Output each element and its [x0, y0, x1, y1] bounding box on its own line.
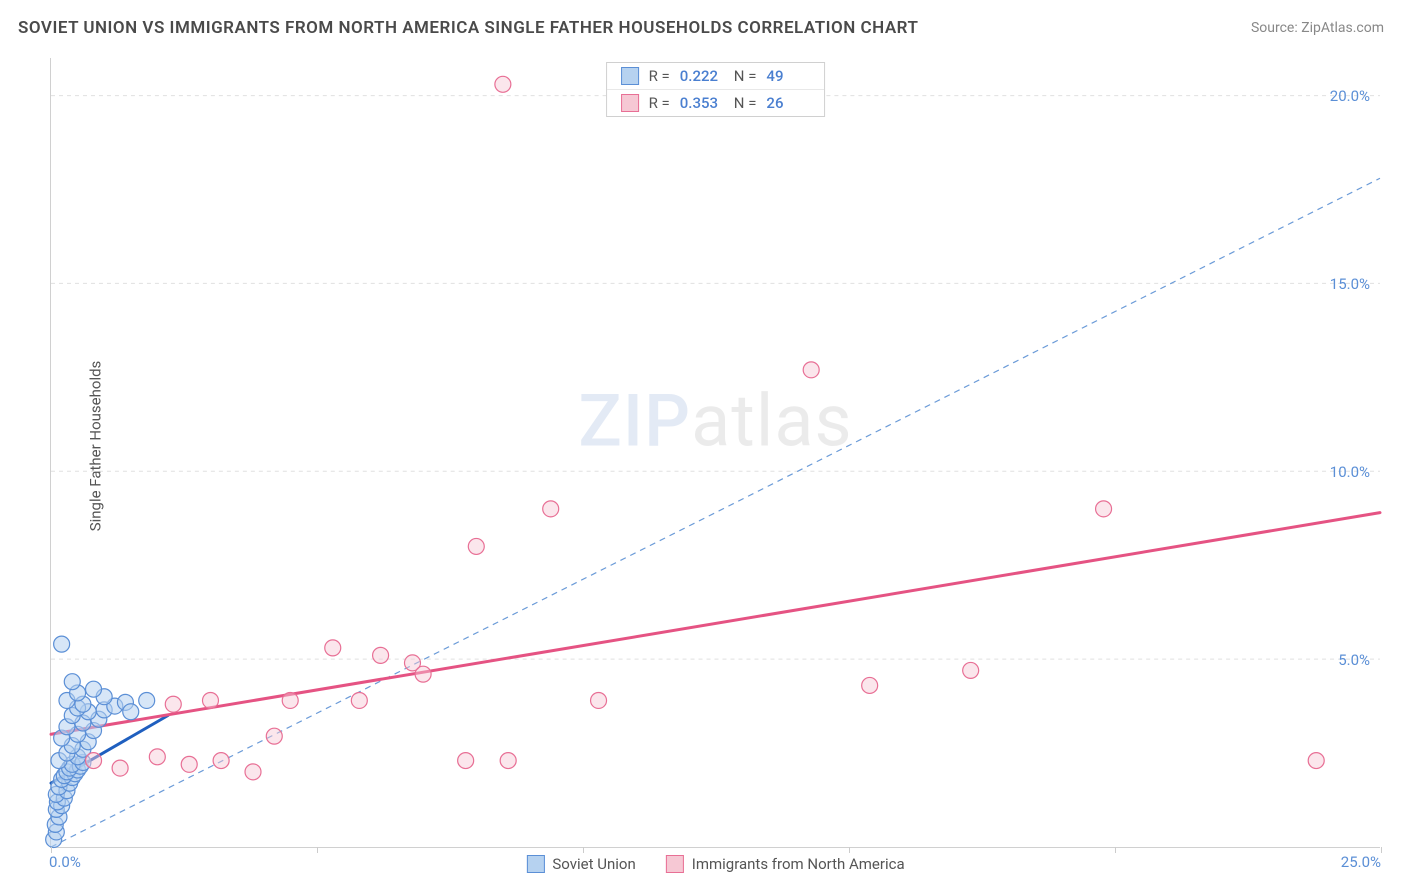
- data-point-north_america: [351, 692, 367, 708]
- data-point-north_america: [149, 749, 165, 765]
- y-tick-label: 5.0%: [1338, 651, 1370, 669]
- legend-label: Immigrants from North America: [692, 855, 905, 873]
- data-point-north_america: [500, 753, 516, 769]
- legend-item-north_america: Immigrants from North America: [666, 855, 905, 873]
- data-point-north_america: [245, 764, 261, 780]
- x-tick-mark: [317, 847, 318, 853]
- data-point-north_america: [495, 76, 511, 92]
- plot-area: ZIPatlas 5.0%10.0%15.0%20.0% 0.0%25.0% R…: [50, 58, 1380, 848]
- data-point-soviet: [123, 704, 139, 720]
- chart-title: SOVIET UNION VS IMMIGRANTS FROM NORTH AM…: [18, 18, 918, 38]
- bottom-legend: Soviet Union Immigrants from North Americ…: [526, 855, 904, 873]
- data-point-north_america: [468, 538, 484, 554]
- data-point-north_america: [963, 662, 979, 678]
- identity-reference-line: [51, 178, 1380, 847]
- stats-row-soviet: R = 0.222 N = 49: [607, 63, 825, 90]
- stat-n-value: 49: [766, 67, 810, 85]
- stat-n-label: N =: [734, 67, 757, 85]
- stats-legend-box: R = 0.222 N = 49 R = 0.353 N = 26: [606, 62, 826, 117]
- data-point-north_america: [86, 753, 102, 769]
- legend-swatch-soviet: [621, 67, 639, 85]
- data-point-north_america: [266, 728, 282, 744]
- legend-swatch-north_america: [666, 855, 684, 873]
- data-point-north_america: [373, 647, 389, 663]
- y-tick-label: 15.0%: [1330, 275, 1370, 293]
- x-tick-mark: [583, 847, 584, 853]
- trend-line-north_america: [51, 513, 1380, 735]
- stat-r-label: R =: [649, 67, 670, 85]
- data-point-north_america: [202, 692, 218, 708]
- data-point-north_america: [165, 696, 181, 712]
- legend-label: Soviet Union: [552, 855, 635, 873]
- data-point-soviet: [54, 636, 70, 652]
- legend-swatch-soviet: [526, 855, 544, 873]
- data-point-north_america: [325, 640, 341, 656]
- stats-row-north_america: R = 0.353 N = 26: [607, 90, 825, 116]
- x-tick-label: 0.0%: [49, 853, 81, 871]
- x-tick-label: 25.0%: [1341, 853, 1381, 871]
- data-point-north_america: [282, 692, 298, 708]
- plot-svg: [51, 58, 1380, 847]
- stat-n-value: 26: [766, 94, 810, 112]
- stat-r-value: 0.222: [680, 67, 724, 85]
- data-point-soviet: [139, 692, 155, 708]
- data-point-north_america: [1096, 501, 1112, 517]
- x-tick-mark: [1115, 847, 1116, 853]
- y-tick-label: 10.0%: [1330, 463, 1370, 481]
- data-point-north_america: [415, 666, 431, 682]
- stat-n-label: N =: [734, 94, 757, 112]
- legend-swatch-north_america: [621, 94, 639, 112]
- data-point-north_america: [213, 753, 229, 769]
- data-point-north_america: [458, 753, 474, 769]
- source-attribution: Source: ZipAtlas.com: [1251, 20, 1384, 36]
- data-point-north_america: [1308, 753, 1324, 769]
- x-tick-mark: [849, 847, 850, 853]
- data-point-north_america: [543, 501, 559, 517]
- data-point-north_america: [112, 760, 128, 776]
- data-point-north_america: [803, 362, 819, 378]
- x-tick-mark: [1381, 847, 1382, 853]
- data-point-soviet: [86, 681, 102, 697]
- stat-r-value: 0.353: [680, 94, 724, 112]
- data-point-north_america: [862, 677, 878, 693]
- legend-item-soviet: Soviet Union: [526, 855, 635, 873]
- data-point-north_america: [181, 756, 197, 772]
- data-point-north_america: [591, 692, 607, 708]
- stat-r-label: R =: [649, 94, 670, 112]
- y-tick-label: 20.0%: [1330, 87, 1370, 105]
- data-point-soviet: [64, 674, 80, 690]
